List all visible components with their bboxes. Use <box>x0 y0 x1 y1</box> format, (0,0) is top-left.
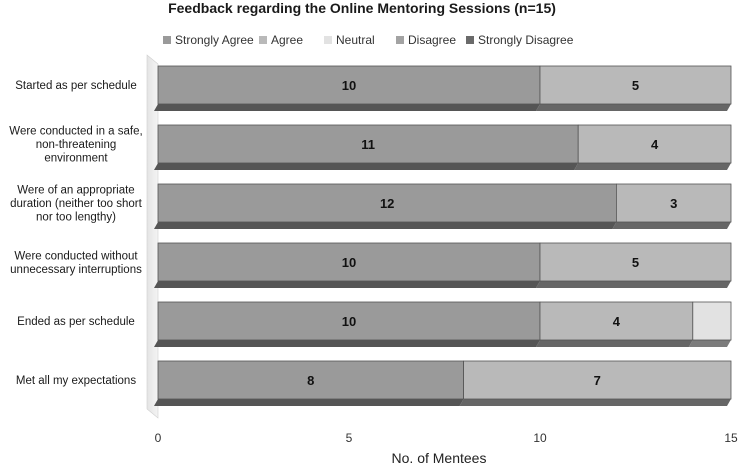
category-label-line: Ended as per schedule <box>17 316 135 328</box>
legend-label: Agree <box>271 33 303 47</box>
legend-swatch <box>163 36 171 44</box>
category-label-line: Were of an appropriate <box>17 185 134 197</box>
legend-item: Strongly Disagree <box>466 33 574 47</box>
data-label: 11 <box>361 137 375 152</box>
x-axis-title: No. of Mentees <box>392 450 487 466</box>
bars-layer: 10 511 412 310 510 48 7 <box>154 65 732 406</box>
bar-bottom-face <box>154 340 540 347</box>
category-label-line: non-threatening <box>36 139 117 151</box>
bar-segment <box>688 301 732 347</box>
bar-bottom-face <box>154 104 540 111</box>
bar-segment: 5 <box>536 242 732 288</box>
category-label-line: Met all my expectations <box>16 375 136 387</box>
legend-swatch <box>324 36 332 44</box>
legend-label: Strongly Agree <box>175 33 254 47</box>
bar-segment: 5 <box>536 65 732 111</box>
bar-bottom-face <box>536 281 731 288</box>
data-label: 10 <box>342 255 356 270</box>
x-tick-label: 10 <box>533 431 547 445</box>
legend-item: Disagree <box>396 33 456 47</box>
bar-bottom-face <box>154 281 540 288</box>
category-label-line: Started as per schedule <box>15 80 136 92</box>
chart-floor <box>146 54 159 419</box>
legend-label: Neutral <box>336 33 375 47</box>
category-label-line: Were conducted without <box>14 250 138 262</box>
legend-label: Strongly Disagree <box>478 33 574 47</box>
bar-segment: 3 <box>612 183 732 229</box>
category-label-line: nor too lengthy) <box>36 212 116 224</box>
bar-row: 10 4 <box>154 301 732 347</box>
bar-segment: 10 <box>154 65 541 111</box>
data-label: 4 <box>613 314 621 329</box>
bar-bottom-face <box>154 399 464 406</box>
category-label: Were of an appropriate duration (neither … <box>10 185 142 224</box>
bar <box>157 242 541 282</box>
legend-swatch <box>466 36 474 44</box>
data-label: 10 <box>342 314 356 329</box>
category-label-line: duration (neither too short <box>10 198 142 210</box>
bar <box>539 301 694 341</box>
bar-bottom-face <box>688 340 731 347</box>
category-label: Ended as per schedule <box>17 316 135 328</box>
x-tick-label: 0 <box>155 431 162 445</box>
bar-segment: 8 <box>154 360 465 406</box>
bar-segment: 10 <box>154 301 541 347</box>
x-tick-label: 5 <box>346 431 353 445</box>
data-label: 3 <box>670 196 677 211</box>
legend-item: Strongly Agree <box>163 33 254 47</box>
data-label: 5 <box>632 255 639 270</box>
x-tick-label: 15 <box>724 431 738 445</box>
chart-title: Feedback regarding the Online Mentoring … <box>168 0 556 16</box>
bar-bottom-face <box>154 222 617 229</box>
bar <box>157 183 617 223</box>
x-axis-ticks: 0 5 10 15 <box>155 431 738 445</box>
bar <box>692 301 732 341</box>
bar-row: 10 5 <box>154 242 732 288</box>
bar-segment: 11 <box>154 124 579 170</box>
bar-bottom-face <box>154 163 579 170</box>
legend: Strongly Agree Agree Neutral Disagree Strong… <box>163 33 574 47</box>
bar <box>463 360 732 400</box>
data-label: 5 <box>632 78 639 93</box>
category-label: Met all my expectations <box>16 375 136 387</box>
bar <box>157 124 579 164</box>
bar <box>539 242 732 282</box>
legend-label: Disagree <box>408 33 456 47</box>
category-label: Were conducted without unnecessary interr… <box>10 250 142 276</box>
bar-segment: 7 <box>459 360 732 406</box>
bar-bottom-face <box>574 163 731 170</box>
legend-swatch <box>396 36 404 44</box>
bar <box>616 183 732 223</box>
category-label-line: unnecessary interruptions <box>10 264 142 276</box>
legend-item: Neutral <box>324 33 375 47</box>
bar-row: 10 5 <box>154 65 732 111</box>
bar-bottom-face <box>536 340 693 347</box>
bar <box>577 124 732 164</box>
category-label: Started as per schedule <box>15 80 136 92</box>
bar <box>539 65 732 105</box>
bar-segment: 10 <box>154 242 541 288</box>
bar-segment: 12 <box>154 183 617 229</box>
data-label: 4 <box>651 137 659 152</box>
legend-item: Agree <box>259 33 303 47</box>
legend-swatch <box>259 36 267 44</box>
data-label: 12 <box>380 196 394 211</box>
bar-bottom-face <box>459 399 731 406</box>
bar-row: 12 3 <box>154 183 732 229</box>
bar-segment: 4 <box>536 301 694 347</box>
bar <box>157 65 541 105</box>
data-label: 10 <box>342 78 356 93</box>
data-label: 8 <box>307 373 314 388</box>
category-label: Were conducted in a safe, non-threatening… <box>9 126 142 165</box>
bar-bottom-face <box>536 104 731 111</box>
category-label-line: Were conducted in a safe, <box>9 126 142 138</box>
bar-row: 11 4 <box>154 124 732 170</box>
category-label-line: environment <box>44 153 108 165</box>
bar-segment: 4 <box>574 124 732 170</box>
category-labels: Started as per schedule Were conducted in… <box>9 80 142 387</box>
bar-bottom-face <box>612 222 731 229</box>
data-label: 7 <box>594 373 601 388</box>
